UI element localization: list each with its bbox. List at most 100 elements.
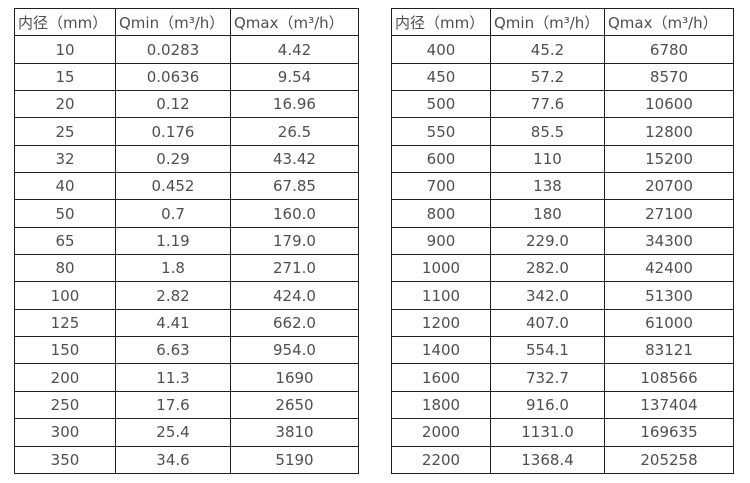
table-cell: 9.54 (230, 62, 359, 92)
table-cell: 83121 (604, 336, 734, 365)
table-cell: 250 (14, 390, 116, 420)
table-cell: 25 (14, 117, 116, 146)
table-row: 125 4.41 662.0 (14, 308, 359, 338)
table-cell: 169635 (604, 418, 734, 447)
table-cell: 1131.0 (490, 418, 605, 447)
table-cell: 1000 (391, 254, 491, 283)
table-body: 10 0.0283 4.42 15 0.0636 9.54 20 0.12 16.96 25 0.1… (14, 35, 359, 474)
col-header-qmax: Qmax（m³/h） (604, 7, 734, 37)
table-cell: 34300 (604, 226, 734, 256)
table-row: 550 85.5 12800 (391, 117, 734, 146)
table-cell: 407.0 (490, 308, 605, 338)
table-cell: 27100 (604, 199, 734, 228)
table-row: 50 0.7 160.0 (14, 199, 359, 228)
table-cell: 450 (391, 62, 491, 92)
table-cell: 3810 (230, 418, 359, 447)
table-cell: 57.2 (490, 62, 605, 92)
table-cell: 0.0283 (115, 35, 231, 64)
diameter-flow-table-large-sizes: 内径（mm） Qmin（m³/h） Qmax（m³/h） 400 45.2 6780… (391, 7, 734, 474)
table-cell: 40 (14, 172, 116, 201)
table-cell: 350 (14, 445, 116, 474)
table-cell: 0.29 (115, 144, 231, 174)
table-cell: 342.0 (490, 281, 605, 310)
col-header-inner-diameter: 内径（mm） (14, 7, 116, 37)
table-cell: 282.0 (490, 254, 605, 283)
table-row: 350 34.6 5190 (14, 445, 359, 474)
table-cell: 12800 (604, 117, 734, 146)
table-row: 15 0.0636 9.54 (14, 62, 359, 92)
table-row: 80 1.8 271.0 (14, 254, 359, 283)
table-cell: 160.0 (230, 199, 359, 228)
header-row: 内径（mm） Qmin（m³/h） Qmax（m³/h） (391, 7, 734, 37)
table-row: 20 0.12 16.96 (14, 90, 359, 119)
table-cell: 900 (391, 226, 491, 256)
diameter-flow-table-small-sizes: 内径（mm） Qmin（m³/h） Qmax（m³/h） 10 0.0283 4.4… (14, 7, 359, 474)
table-cell: 5190 (230, 445, 359, 474)
table-cell: 6780 (604, 35, 734, 64)
table-cell: 32 (14, 144, 116, 174)
table-cell: 1800 (391, 390, 491, 420)
table-cell: 10 (14, 35, 116, 64)
table-cell: 11.3 (115, 363, 231, 392)
table-cell: 400 (391, 35, 491, 64)
table-row: 200 11.3 1690 (14, 363, 359, 392)
table-cell: 4.42 (230, 35, 359, 64)
table-cell: 550 (391, 117, 491, 146)
table-cell: 10600 (604, 90, 734, 119)
col-header-qmin: Qmin（m³/h） (115, 7, 231, 37)
table-cell: 732.7 (490, 363, 605, 392)
table-cell: 229.0 (490, 226, 605, 256)
table-cell: 16.96 (230, 90, 359, 119)
table-row: 900 229.0 34300 (391, 226, 734, 256)
table-cell: 61000 (604, 308, 734, 338)
table-row: 1100 342.0 51300 (391, 281, 734, 310)
table-row: 1000 282.0 42400 (391, 254, 734, 283)
table-cell: 1368.4 (490, 445, 605, 474)
table-cell: 67.85 (230, 172, 359, 201)
table-cell: 20 (14, 90, 116, 119)
table-cell: 20700 (604, 172, 734, 201)
table-cell: 150 (14, 336, 116, 365)
table-cell: 108566 (604, 363, 734, 392)
table-row: 1800 916.0 137404 (391, 390, 734, 420)
table-cell: 271.0 (230, 254, 359, 283)
table-cell: 17.6 (115, 390, 231, 420)
table-cell: 0.452 (115, 172, 231, 201)
table-cell: 200 (14, 363, 116, 392)
header-row: 内径（mm） Qmin（m³/h） Qmax（m³/h） (14, 7, 359, 37)
table-row: 400 45.2 6780 (391, 35, 734, 64)
table-cell: 0.12 (115, 90, 231, 119)
table-cell: 8570 (604, 62, 734, 92)
table-row: 800 180 27100 (391, 199, 734, 228)
table-cell: 2000 (391, 418, 491, 447)
table-cell: 125 (14, 308, 116, 338)
table-cell: 26.5 (230, 117, 359, 146)
col-header-qmax: Qmax（m³/h） (230, 7, 359, 37)
table-cell: 700 (391, 172, 491, 201)
table-cell: 4.41 (115, 308, 231, 338)
table-cell: 954.0 (230, 336, 359, 365)
table-cell: 50 (14, 199, 116, 228)
table-cell: 65 (14, 226, 116, 256)
table-cell: 205258 (604, 445, 734, 474)
table-row: 25 0.176 26.5 (14, 117, 359, 146)
col-header-inner-diameter: 内径（mm） (391, 7, 491, 37)
table-cell: 42400 (604, 254, 734, 283)
table-cell: 424.0 (230, 281, 359, 310)
table-cell: 6.63 (115, 336, 231, 365)
table-row: 32 0.29 43.42 (14, 144, 359, 174)
table-cell: 1100 (391, 281, 491, 310)
col-header-qmin: Qmin（m³/h） (490, 7, 605, 37)
table-cell: 51300 (604, 281, 734, 310)
table-cell: 1600 (391, 363, 491, 392)
table-cell: 138 (490, 172, 605, 201)
table-cell: 662.0 (230, 308, 359, 338)
table-row: 250 17.6 2650 (14, 390, 359, 420)
table-row: 1400 554.1 83121 (391, 336, 734, 365)
table-cell: 916.0 (490, 390, 605, 420)
table-row: 450 57.2 8570 (391, 62, 734, 92)
table-cell: 180 (490, 199, 605, 228)
table-row: 10 0.0283 4.42 (14, 35, 359, 64)
table-cell: 2.82 (115, 281, 231, 310)
table-cell: 15 (14, 62, 116, 92)
